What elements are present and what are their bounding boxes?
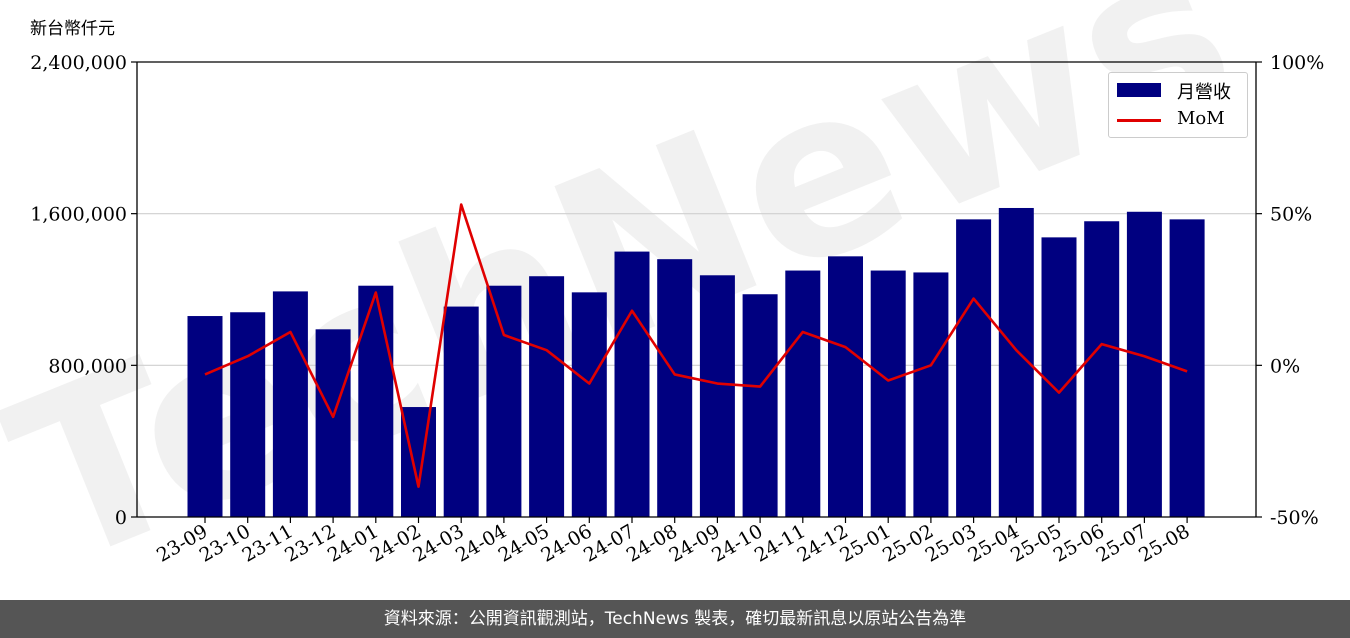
revenue-bar	[358, 285, 394, 517]
revenue-bar	[1041, 237, 1077, 518]
revenue-bar	[443, 306, 479, 517]
revenue-bar	[828, 256, 863, 517]
legend-item-revenue: 月營收	[1109, 75, 1247, 105]
revenue-bar	[657, 259, 693, 517]
revenue-bars	[187, 207, 1205, 518]
revenue-bar	[1126, 211, 1162, 518]
y2-tick-label: 50%	[1270, 204, 1312, 226]
legend-label-mom: MoM	[1177, 108, 1225, 129]
legend-swatch-revenue	[1117, 83, 1161, 97]
source-footer: 資料來源：公開資訊觀測站，TechNews 製表，確切最新訊息以原站公告為準	[0, 600, 1350, 638]
mom-line	[204, 203, 1188, 488]
revenue-chart: TechNews 0800,0001,600,0002,400,000-50%0…	[0, 0, 1324, 600]
revenue-bar	[1084, 221, 1120, 517]
mom-line-layer	[204, 203, 1188, 488]
revenue-bar	[486, 285, 522, 517]
revenue-bar	[529, 276, 565, 517]
chart-legend: 月營收 MoM	[1108, 72, 1248, 138]
revenue-bar	[913, 272, 949, 517]
revenue-bar	[614, 251, 650, 518]
y2-tick-label: 100%	[1270, 52, 1324, 74]
y2-tick-label: 0%	[1270, 355, 1300, 377]
revenue-bar	[187, 316, 223, 517]
legend-label-revenue: 月營收	[1177, 82, 1231, 103]
legend-swatch-mom	[1117, 119, 1161, 122]
revenue-bar	[230, 312, 266, 517]
legend-item-mom: MoM	[1109, 105, 1247, 135]
revenue-bar	[401, 407, 436, 517]
revenue-bar	[571, 292, 607, 517]
y-tick-label: 0	[115, 507, 127, 529]
y-tick-label: 2,400,000	[30, 52, 127, 74]
y-axis-label: 新台幣仟元	[30, 19, 115, 39]
y-tick-label: 800,000	[48, 355, 127, 377]
revenue-bar	[699, 275, 735, 517]
revenue-bar	[956, 219, 992, 517]
revenue-bar	[742, 294, 778, 517]
revenue-bar	[272, 291, 308, 517]
y2-tick-label: -50%	[1270, 507, 1319, 529]
axes: 0800,0001,600,0002,400,000-50%0%50%100%2…	[30, 52, 1324, 567]
revenue-bar	[870, 270, 906, 517]
y-tick-label: 1,600,000	[30, 204, 127, 226]
revenue-bar	[315, 329, 351, 517]
revenue-bar	[785, 270, 821, 517]
